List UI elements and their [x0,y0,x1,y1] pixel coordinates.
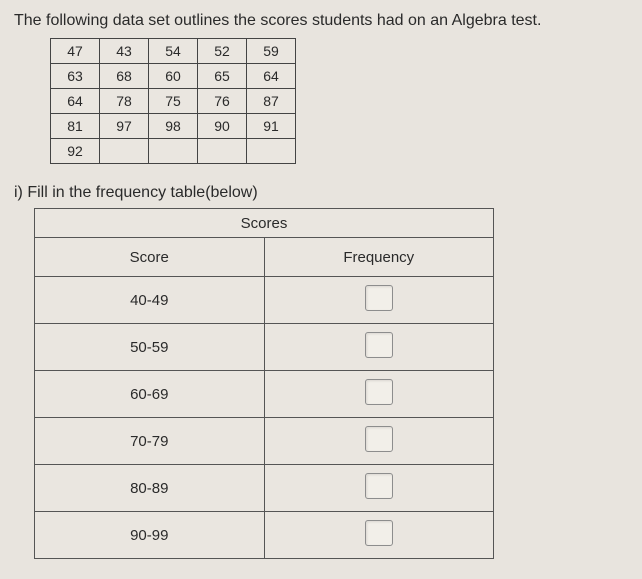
data-cell: 54 [149,39,198,64]
freq-bin-label: 40-49 [35,277,265,324]
freq-bin-label: 90-99 [35,512,265,559]
data-cell: 65 [198,64,247,89]
frequency-input[interactable] [365,473,393,499]
frequency-input[interactable] [365,379,393,405]
frequency-input[interactable] [365,332,393,358]
data-cell: 59 [247,39,296,64]
freq-bin-label: 60-69 [35,371,265,418]
frequency-input[interactable] [365,285,393,311]
freq-col-header-score: Score [35,238,265,277]
freq-input-cell [264,277,494,324]
freq-bin-label: 50-59 [35,324,265,371]
instruction-text: i) Fill in the frequency table(below) [14,184,628,202]
data-cell [100,139,149,164]
freq-input-cell [264,371,494,418]
freq-bin-label: 80-89 [35,465,265,512]
freq-col-header-frequency: Frequency [264,238,494,277]
data-cell: 43 [100,39,149,64]
frequency-input[interactable] [365,426,393,452]
data-cell: 81 [51,114,100,139]
data-cell: 98 [149,114,198,139]
freq-input-cell [264,418,494,465]
data-cell: 68 [100,64,149,89]
frequency-input[interactable] [365,520,393,546]
freq-input-cell [264,465,494,512]
data-cell: 60 [149,64,198,89]
frequency-table: Scores Score Frequency 40-4950-5960-6970… [34,208,494,559]
scores-data-table: 4743545259636860656464787576878197989091… [50,38,296,164]
freq-input-cell [264,512,494,559]
data-cell [198,139,247,164]
data-cell: 63 [51,64,100,89]
problem-prompt: The following data set outlines the scor… [14,12,628,30]
data-cell: 75 [149,89,198,114]
data-cell: 64 [247,64,296,89]
freq-bin-label: 70-79 [35,418,265,465]
data-cell: 64 [51,89,100,114]
data-cell [149,139,198,164]
data-cell: 92 [51,139,100,164]
data-cell: 87 [247,89,296,114]
freq-input-cell [264,324,494,371]
data-cell [247,139,296,164]
data-cell: 90 [198,114,247,139]
data-cell: 78 [100,89,149,114]
data-cell: 52 [198,39,247,64]
data-cell: 76 [198,89,247,114]
freq-table-caption: Scores [35,209,494,238]
data-cell: 91 [247,114,296,139]
data-cell: 97 [100,114,149,139]
data-cell: 47 [51,39,100,64]
